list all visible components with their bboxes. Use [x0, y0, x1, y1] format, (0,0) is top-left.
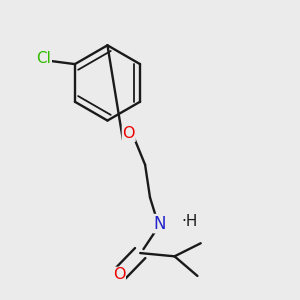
- Text: ·H: ·H: [181, 214, 197, 230]
- Text: O: O: [122, 126, 135, 141]
- Text: N: N: [154, 214, 166, 232]
- Text: Cl: Cl: [36, 51, 51, 66]
- Text: O: O: [113, 268, 125, 283]
